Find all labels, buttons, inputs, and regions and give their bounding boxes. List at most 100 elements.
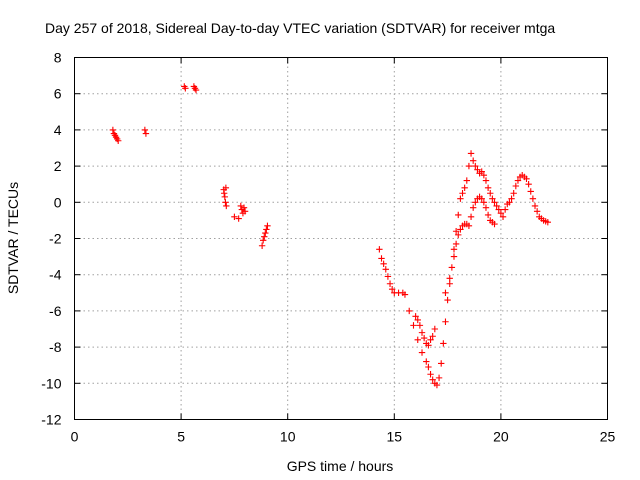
data-point <box>435 374 443 382</box>
data-point <box>182 85 189 92</box>
data-point <box>412 313 419 320</box>
data-point <box>442 289 449 296</box>
data-point <box>452 228 460 235</box>
y-tick-label: -4 <box>49 267 62 283</box>
x-axis: 0 5 10 15 20 25 <box>71 57 615 445</box>
data-point <box>482 177 490 184</box>
y-tick-label: 2 <box>54 158 62 174</box>
data-point <box>440 340 447 347</box>
x-axis-label: GPS time / hours <box>287 458 394 474</box>
data-point <box>450 246 458 253</box>
data-point <box>231 213 238 220</box>
data-point <box>222 199 229 206</box>
data-point <box>469 157 477 164</box>
data-point <box>495 206 502 213</box>
data-point <box>461 184 468 192</box>
data-point <box>544 219 552 226</box>
data-point <box>448 264 456 271</box>
y-tick-label: 0 <box>54 194 62 210</box>
data-point <box>491 220 498 228</box>
data-point <box>450 253 458 260</box>
chart-title: Day 257 of 2018, Sidereal Day-to-day VTE… <box>45 20 555 36</box>
data-point <box>457 226 464 233</box>
data-point <box>484 184 492 192</box>
data-point <box>525 181 532 188</box>
data-point <box>444 296 451 304</box>
data-point <box>510 190 517 197</box>
data-point <box>192 86 200 94</box>
data-point <box>465 222 473 230</box>
data-point <box>467 213 475 220</box>
data-point <box>423 358 430 365</box>
data-point <box>142 130 150 137</box>
data-point <box>472 199 479 206</box>
data-point <box>223 202 230 210</box>
data-point <box>263 226 270 233</box>
y-tick-label: 6 <box>54 86 62 102</box>
x-tick-label: 20 <box>493 429 509 445</box>
data-point <box>452 240 460 248</box>
data-point <box>431 325 439 333</box>
data-point <box>499 213 507 220</box>
x-tick-label: 5 <box>177 429 185 445</box>
data-point <box>446 275 453 282</box>
data-point <box>489 195 496 202</box>
data-point <box>259 237 267 244</box>
data-point <box>418 329 426 336</box>
data-point <box>382 266 389 273</box>
x-tick-label: 10 <box>280 429 296 445</box>
data-point <box>484 211 492 219</box>
data-point <box>221 193 229 201</box>
data-point <box>438 360 445 367</box>
data-point <box>388 285 396 293</box>
data-point <box>478 195 485 202</box>
data-point <box>433 381 441 389</box>
data-point <box>222 184 230 192</box>
data-point <box>406 307 413 315</box>
data-point <box>465 162 473 170</box>
x-tick-label: 0 <box>71 429 79 445</box>
data-point <box>480 171 488 179</box>
data-point <box>410 322 417 329</box>
data-point <box>467 150 475 157</box>
data-points <box>109 83 552 389</box>
data-point <box>533 208 541 215</box>
grid-lines <box>74 57 608 420</box>
data-point <box>529 195 537 202</box>
data-point <box>427 371 434 378</box>
data-point <box>414 316 421 324</box>
data-point <box>523 175 530 182</box>
data-point <box>241 208 249 215</box>
data-point <box>376 246 383 253</box>
data-point <box>480 199 488 206</box>
y-tick-label: -12 <box>41 412 61 428</box>
data-point <box>429 333 436 340</box>
data-point <box>446 280 453 287</box>
data-point <box>527 188 534 195</box>
data-point <box>455 211 462 219</box>
y-tick-label: -2 <box>49 231 62 247</box>
y-tick-label: -10 <box>41 375 61 391</box>
data-point <box>514 177 522 184</box>
data-point <box>506 199 513 206</box>
data-point <box>401 291 409 298</box>
data-point <box>501 206 509 213</box>
data-point <box>235 215 242 222</box>
y-tick-label: -8 <box>49 339 62 355</box>
data-point <box>258 242 266 249</box>
data-point <box>459 190 466 197</box>
y-axis-label: SDTVAR / TECUs <box>5 182 21 294</box>
data-point <box>493 202 500 210</box>
data-point <box>425 363 432 371</box>
x-tick-label: 15 <box>387 429 403 445</box>
data-point <box>457 195 464 202</box>
data-point <box>497 209 505 217</box>
data-point <box>491 199 498 206</box>
data-point <box>220 190 228 197</box>
y-tick-label: 4 <box>54 122 62 138</box>
data-point <box>455 231 462 239</box>
data-point <box>487 190 494 197</box>
data-point <box>264 222 271 230</box>
data-point <box>512 182 520 190</box>
